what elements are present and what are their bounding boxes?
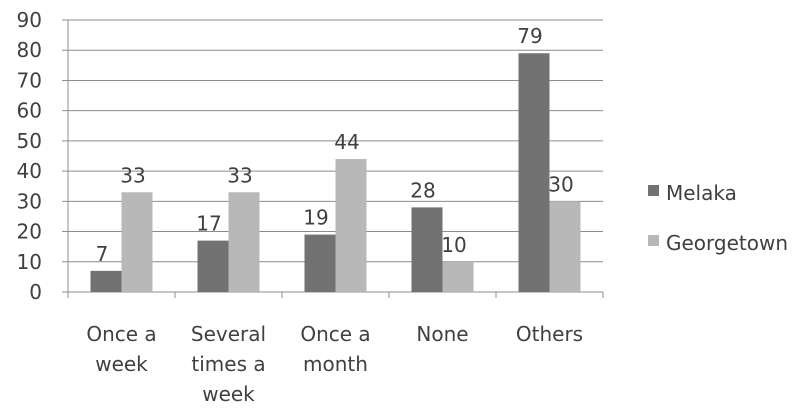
bar-melaka [304, 234, 336, 292]
x-category-label: Others [516, 322, 583, 346]
data-label: 33 [227, 163, 252, 187]
data-label: 79 [517, 24, 542, 48]
data-label: 10 [441, 233, 466, 257]
bar-georgetown [335, 159, 367, 292]
data-label: 17 [196, 212, 221, 236]
y-tick-label: 40 [17, 159, 42, 183]
legend-label: Georgetown [666, 231, 788, 255]
y-tick-label: 70 [17, 68, 42, 92]
y-tick-label: 60 [17, 99, 42, 123]
data-label: 33 [120, 163, 145, 187]
x-category-label: None [416, 322, 468, 346]
bar-melaka [90, 270, 122, 292]
bar-melaka [411, 207, 443, 292]
x-category-label: Several [191, 322, 266, 346]
x-category-label: Once a [300, 322, 370, 346]
y-tick-label: 80 [17, 38, 42, 62]
bar-georgetown [228, 192, 260, 292]
y-tick-label: 20 [17, 220, 42, 244]
data-label: 7 [96, 242, 109, 266]
x-category-label: week [95, 352, 148, 376]
y-tick-label: 10 [17, 250, 42, 274]
bar-georgetown [549, 201, 581, 292]
y-tick-label: 50 [17, 129, 42, 153]
data-label: 44 [334, 130, 359, 154]
legend-swatch-georgetown [648, 235, 659, 246]
y-tick-label: 0 [29, 280, 42, 304]
x-category-label: Once a [86, 322, 156, 346]
y-tick-label: 90 [17, 8, 42, 32]
legend-swatch-melaka [648, 185, 659, 196]
bar-melaka [197, 240, 229, 292]
y-tick-label: 30 [17, 189, 42, 213]
x-category-label: month [303, 352, 368, 376]
data-label: 28 [410, 178, 435, 202]
x-category-label: week [202, 382, 255, 406]
bar-melaka [518, 53, 550, 292]
x-category-label: times a [191, 352, 265, 376]
legend-label: Melaka [666, 181, 737, 205]
bar-georgetown [442, 261, 474, 292]
data-label: 19 [303, 206, 328, 230]
bar-georgetown [121, 192, 153, 292]
data-label: 30 [548, 172, 573, 196]
